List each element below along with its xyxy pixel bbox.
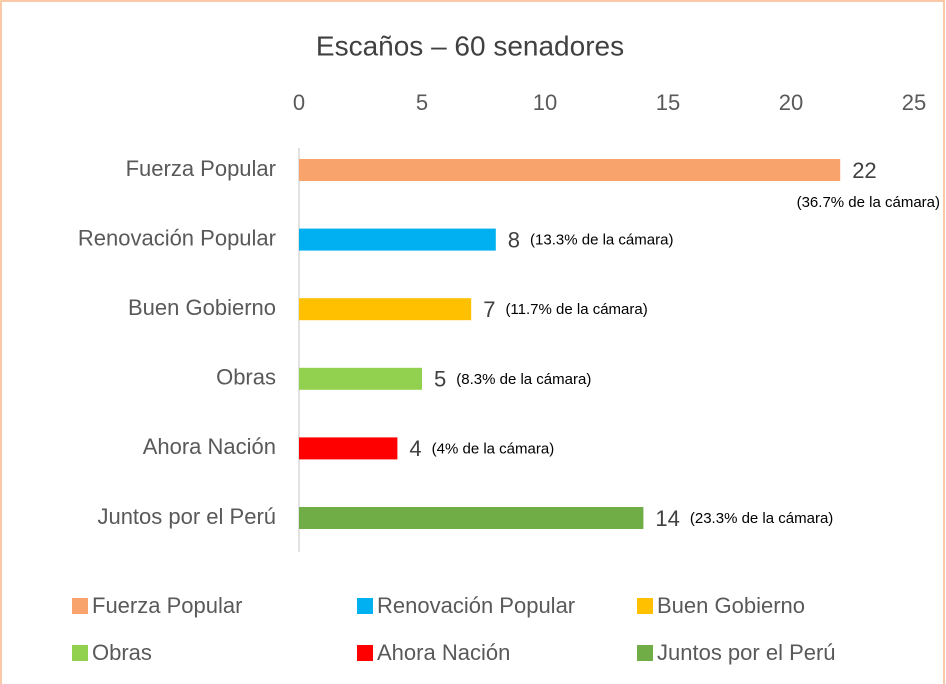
legend-label: Fuerza Popular (92, 593, 242, 618)
annotation: (8.3% de la cámara) (456, 371, 591, 388)
y-tick-label: Buen Gobierno (128, 295, 276, 320)
legend-label: Renovación Popular (377, 593, 575, 618)
y-tick-label: Fuerza Popular (126, 156, 276, 181)
data-label: 7 (483, 297, 495, 322)
y-tick-label: Ahora Nación (143, 434, 276, 459)
x-tick-label: 15 (656, 90, 680, 115)
bar (299, 367, 422, 390)
legend-swatch (357, 598, 373, 614)
x-tick-label: 10 (533, 90, 557, 115)
legend-label: Obras (92, 640, 152, 665)
legend-label: Ahora Nación (377, 640, 510, 665)
legend-swatch (72, 645, 88, 661)
data-label: 4 (409, 436, 421, 461)
y-tick-label: Renovación Popular (78, 225, 276, 250)
x-tick-label: 0 (293, 90, 305, 115)
y-tick-label: Obras (216, 365, 276, 390)
legend-swatch (637, 598, 653, 614)
bar (299, 159, 841, 181)
annotation: (11.7% de la cámara) (505, 301, 647, 318)
x-tick-label: 20 (779, 90, 803, 115)
legend-swatch (637, 645, 653, 661)
x-tick-label: 5 (416, 90, 428, 115)
data-label: 5 (434, 367, 446, 392)
legend-swatch (72, 598, 88, 614)
legend-swatch (357, 645, 373, 661)
legend-label: Juntos por el Perú (657, 640, 836, 665)
legend-label: Buen Gobierno (657, 593, 805, 618)
data-label: 22 (852, 158, 876, 183)
data-label: 14 (655, 506, 679, 531)
bar (299, 437, 398, 460)
annotation: (4% de la cámara) (432, 440, 555, 457)
x-tick-label: 25 (902, 90, 926, 115)
data-label: 8 (508, 227, 520, 252)
annotation: (13.3% de la cámara) (530, 232, 673, 249)
chart-title: Escaños – 60 senadores (316, 30, 624, 61)
annotation: (23.3% de la cámara) (690, 510, 833, 527)
bar (299, 228, 496, 251)
annotation: (36.7% de la cámara) (797, 194, 940, 211)
bar (299, 298, 472, 321)
bar (299, 507, 644, 529)
y-tick-label: Juntos por el Perú (97, 504, 276, 529)
